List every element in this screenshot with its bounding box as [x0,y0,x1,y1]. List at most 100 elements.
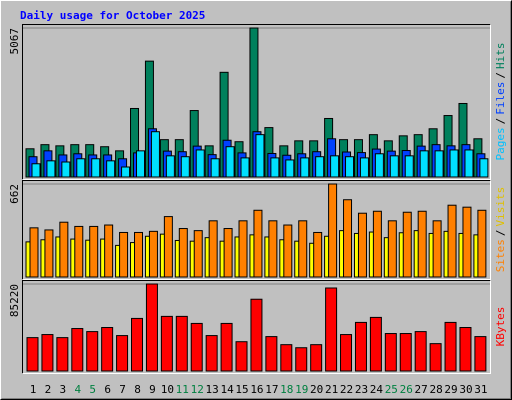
bar [106,160,116,178]
bar [26,337,39,372]
bar [354,321,367,372]
bar [250,298,263,372]
bar [240,157,250,178]
bar [116,335,129,372]
x-tick-label: 20 [310,383,323,396]
bar [91,158,101,178]
bar [165,155,175,178]
panel-border-light [22,280,491,374]
bar [41,334,54,372]
legend-entry: Sites [494,239,507,272]
bar [432,220,442,278]
x-tick-label: 16 [250,383,263,396]
bar [238,220,248,278]
bar [145,283,158,372]
bar [444,321,457,372]
x-tick-label: 27 [415,383,428,396]
bar [369,316,382,372]
x-tick-label: 7 [119,383,126,396]
bar [325,287,338,372]
bar [148,230,158,278]
legend-entry: Pages [494,127,507,160]
x-tick-label: 3 [60,383,67,396]
x-tick-label: 4 [74,383,81,396]
bar [56,337,69,372]
legend-separator: / [494,72,507,79]
bar [285,159,295,178]
x-tick-label: 29 [444,383,457,396]
bar [298,220,308,278]
bar [479,158,489,178]
bar [61,161,71,178]
bar [313,231,323,278]
bar [76,158,86,178]
bar [340,334,353,372]
bar [387,220,397,278]
panel-border-dark [22,180,491,280]
x-tick-label: 22 [340,383,353,396]
bar [175,315,188,372]
bar [89,225,99,278]
bar [136,150,146,178]
bar [310,344,323,372]
bar [464,149,474,178]
bar [477,209,487,278]
x-tick-label: 17 [265,383,278,396]
bar [384,333,397,372]
bar [357,212,367,278]
bar [414,331,427,372]
bar [389,155,399,178]
x-tick-label: 9 [149,383,156,396]
bar [119,231,129,278]
panel-border-light [22,180,491,280]
bar [447,204,457,278]
x-tick-label: 12 [191,383,204,396]
bar [300,157,310,178]
legend: Sites / Visits [494,187,507,273]
y-tick-label: 662 [8,184,21,204]
bar [74,225,84,278]
bar [210,158,220,178]
bar [359,157,369,178]
x-tick-label: 13 [206,383,219,396]
bar [208,220,218,278]
bar [328,183,338,278]
bar [160,315,173,372]
bar [86,331,99,372]
bar [265,336,278,372]
x-tick-label: 30 [459,383,472,396]
bar [295,347,308,372]
bar [193,230,203,278]
bar [283,224,293,278]
x-tick-label: 15 [235,383,248,396]
x-tick-label: 10 [161,383,174,396]
bar [459,327,472,372]
panel-border-dark [22,280,491,374]
bar [404,155,414,178]
bar [402,211,412,278]
bar [280,344,293,372]
x-tick-label: 18 [280,383,293,396]
bar [235,341,248,372]
bar [253,209,263,278]
x-tick-label: 31 [474,383,487,396]
panel-border-light [22,24,491,180]
x-tick-label: 28 [429,383,442,396]
bar [374,153,384,178]
bar [178,228,188,278]
bar [345,156,355,178]
x-tick-label: 19 [295,383,308,396]
bar [71,328,84,372]
bar [31,163,41,178]
bar [223,228,233,278]
bar [101,327,114,372]
bar [270,157,280,178]
legend-entry: Hits [494,43,507,70]
legend-entry: Files [494,82,507,115]
x-tick-label: 25 [385,383,398,396]
legend: Pages / Files / Hits [494,43,507,161]
x-tick-label: 14 [220,383,234,396]
bar [59,221,69,278]
